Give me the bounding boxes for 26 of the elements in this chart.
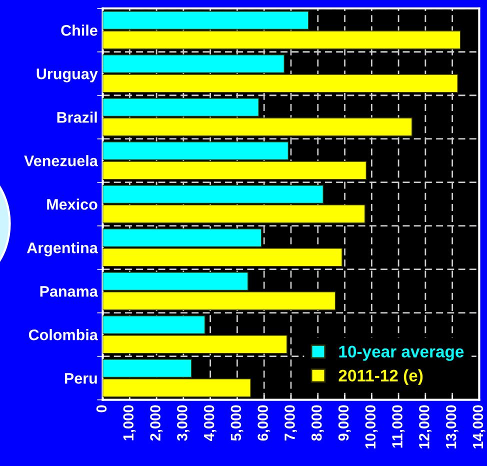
x-tick-label: 11,000 bbox=[392, 405, 405, 448]
x-tick-label: 6,000 bbox=[258, 405, 270, 441]
legend-label: 10-year average bbox=[339, 346, 464, 361]
y-tick-label: Peru bbox=[64, 373, 97, 384]
y-tick-label: Chile bbox=[61, 24, 98, 36]
y-tick-label: Colombia bbox=[28, 329, 98, 340]
x-tick-label: 4,000 bbox=[204, 405, 216, 441]
y-tick-label: Mexico bbox=[47, 198, 98, 210]
y-tick-label: Brazil bbox=[57, 112, 97, 123]
x-tick-label: 9,000 bbox=[338, 405, 351, 441]
y-tick-label: Panama bbox=[40, 286, 98, 297]
x-tick-label: 12,000 bbox=[419, 405, 432, 448]
legend-label: 2011-12 (e) bbox=[338, 369, 423, 385]
x-tick-label: 7,000 bbox=[284, 405, 298, 441]
x-tick-label: 3,000 bbox=[177, 405, 190, 441]
x-tick-label: 1,000 bbox=[123, 405, 136, 440]
x-tick-label: 14,000 bbox=[472, 405, 486, 448]
x-tick-label: 2,000 bbox=[150, 405, 163, 441]
x-tick-label: 5,000 bbox=[230, 405, 244, 441]
x-tick-label: 13,000 bbox=[446, 405, 458, 448]
y-tick-label: Venezuela bbox=[24, 155, 98, 166]
y-tick-label: Uruguay bbox=[36, 68, 98, 82]
x-tick-label: 8,000 bbox=[311, 405, 324, 441]
x-tick-label: 0 bbox=[96, 405, 107, 412]
x-tick-label: 10,000 bbox=[365, 405, 378, 448]
y-tick-label: Argentina bbox=[26, 242, 98, 256]
